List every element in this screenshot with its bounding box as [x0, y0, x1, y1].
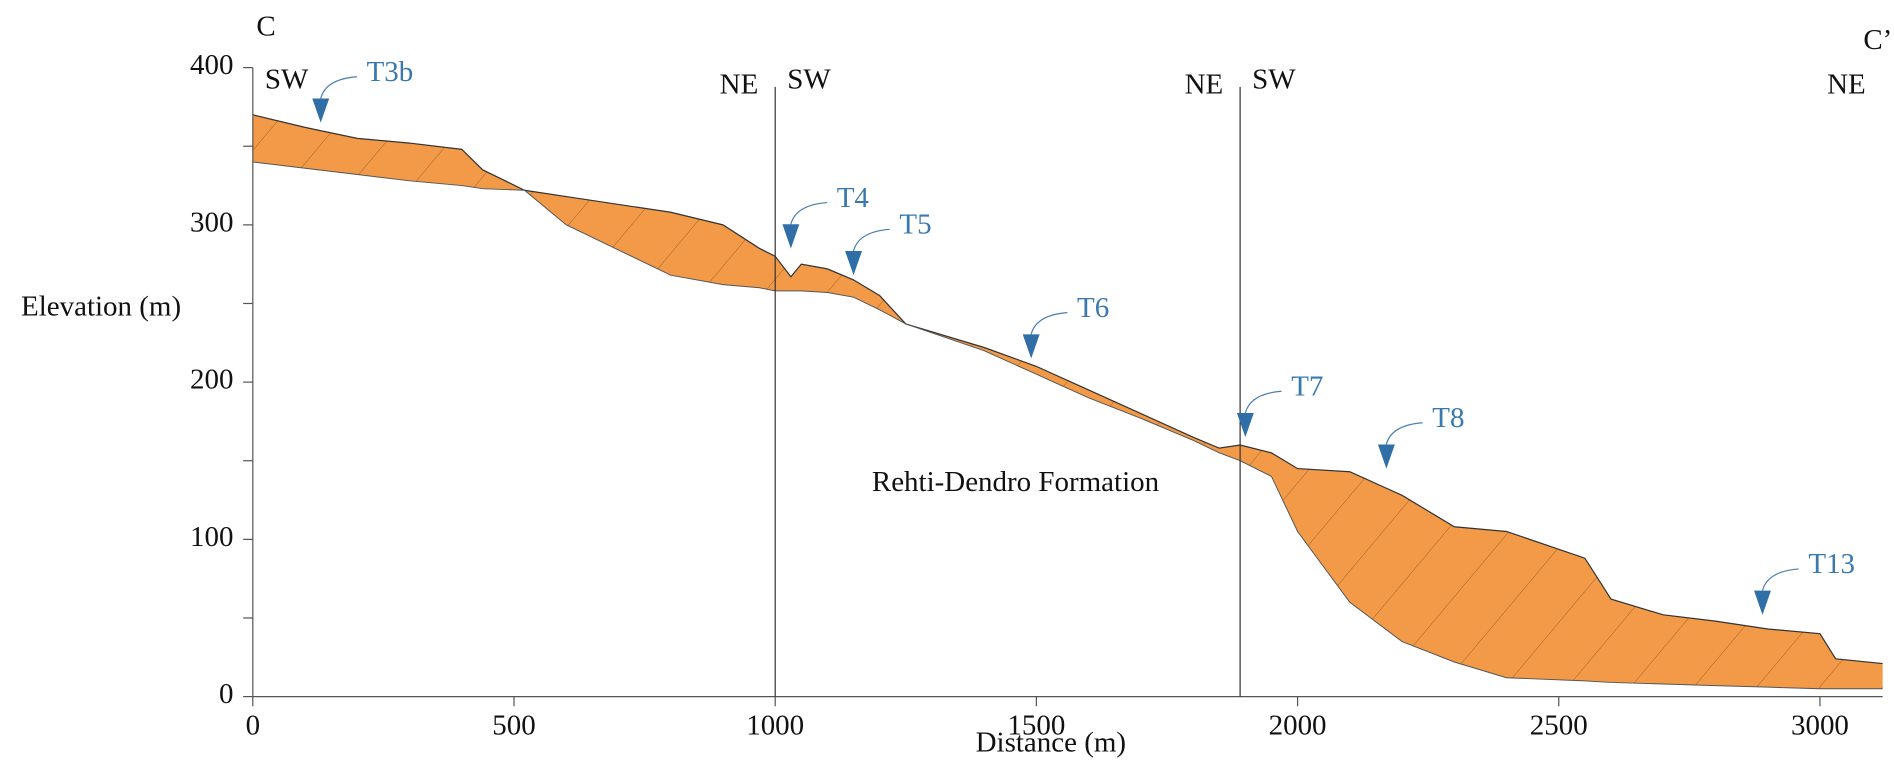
- annotation-arrow: [1022, 334, 1040, 359]
- x-axis-label: Distance (m): [976, 727, 1126, 759]
- y-tick-label: 100: [190, 521, 233, 553]
- annotation-label: T3b: [367, 56, 414, 88]
- annotation-leader: [1244, 390, 1282, 414]
- x-tick-label: 2000: [1269, 710, 1327, 742]
- surface-line: [252, 114, 1883, 665]
- formation-hatch: [252, 114, 1883, 689]
- section-end: NE: [720, 69, 759, 101]
- y-tick-label: 400: [190, 49, 233, 81]
- formation-body: [252, 114, 1883, 689]
- annotation-label: T7: [1291, 370, 1323, 402]
- section-end-label: C’: [1863, 24, 1892, 56]
- annotation-leader: [852, 228, 890, 252]
- annotation-arrow: [1377, 444, 1395, 469]
- annotation-arrow: [1754, 590, 1771, 615]
- x-tick-label: 1500: [1007, 710, 1065, 742]
- annotation-label: T5: [899, 209, 931, 241]
- x-tick-label: 2500: [1530, 710, 1588, 742]
- annotation-arrow: [782, 224, 800, 249]
- section-start: SW: [1252, 64, 1296, 96]
- base-line: [252, 161, 1883, 690]
- annotation-leader: [1385, 422, 1423, 445]
- annotation-leader: [1761, 568, 1799, 591]
- y-tick-label: 0: [219, 678, 233, 710]
- section-start: SW: [787, 64, 831, 96]
- y-tick-label: 200: [190, 364, 233, 396]
- x-tick-label: 3000: [1791, 710, 1849, 742]
- annotation-label: T13: [1808, 548, 1855, 580]
- annotation-leader: [320, 76, 357, 99]
- section-end: NE: [1185, 69, 1224, 101]
- annotation-arrow: [1236, 412, 1254, 438]
- x-tick-label: 500: [492, 710, 535, 742]
- formation-label: Rehti-Dendro Formation: [872, 466, 1160, 498]
- y-axis-label: Elevation (m): [21, 291, 181, 323]
- annotation-arrow: [312, 98, 330, 123]
- section-end: NE: [1827, 69, 1866, 101]
- annotation-label: T4: [837, 182, 870, 214]
- annotation-arrow: [845, 251, 863, 276]
- y-tick-label: 300: [190, 206, 233, 238]
- x-tick-label: 1000: [746, 710, 804, 742]
- annotation-label: T6: [1077, 292, 1109, 324]
- section-start: SW: [265, 64, 309, 96]
- annotation-leader: [1030, 312, 1068, 335]
- section-start-label: C: [256, 11, 275, 43]
- annotation-leader: [790, 201, 828, 225]
- annotation-label: T8: [1432, 402, 1464, 434]
- x-tick-label: 0: [246, 710, 260, 742]
